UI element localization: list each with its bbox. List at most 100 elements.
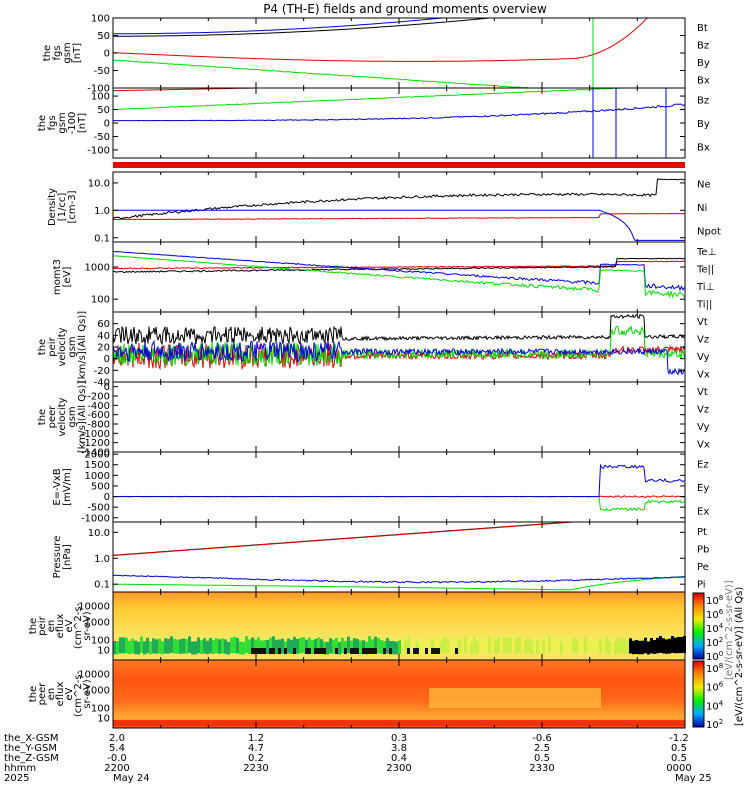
- spectrogram-cell: [644, 637, 647, 654]
- spectrogram-cell: [469, 688, 473, 708]
- series-Te||: [113, 257, 685, 274]
- spectrogram-cell: [401, 640, 404, 655]
- spectrogram-cell: [536, 640, 539, 655]
- panel-frame: [112, 381, 686, 453]
- spectrogram-cell: [389, 720, 393, 726]
- spectrogram-cell: [429, 688, 433, 708]
- spectrogram-cell: [479, 641, 482, 655]
- spectrogram-cell: [477, 720, 481, 726]
- spectrogram-cell: [317, 637, 320, 654]
- series-Npot: [113, 209, 685, 241]
- spectrogram-cell: [461, 688, 465, 708]
- legend-Vz: Vz: [697, 334, 709, 345]
- spectrogram-cell: [662, 638, 665, 654]
- spectrogram-cell: [545, 636, 548, 654]
- spectrogram-cell: [116, 641, 119, 655]
- y-tick-label: 20: [97, 343, 110, 354]
- spectrogram-cell: [650, 637, 653, 654]
- legend-Pe: Pe: [697, 562, 709, 573]
- spectrogram-cell: [578, 638, 581, 654]
- y-axis-label: the peer velocity gsm [km/s](All Qs)]: [37, 381, 88, 453]
- y-axis-label-line: the: [37, 409, 48, 425]
- y-axis-label: E=-VxB [mV/m]: [52, 468, 73, 506]
- spectrogram-cell: [437, 688, 441, 708]
- spectrogram-cell: [608, 640, 611, 655]
- spectrogram-cell: [275, 639, 278, 654]
- series-Ex: [113, 463, 685, 498]
- axis-tick-value: 2230: [243, 763, 268, 774]
- legend-Ey: Ey: [697, 483, 709, 494]
- legend-Te⊥: Te⊥: [696, 247, 716, 258]
- y-tick-label: 0: [104, 49, 110, 60]
- spectrogram-cell: [589, 688, 593, 708]
- spectrogram-cell: [122, 637, 125, 654]
- spectrogram-cell: [141, 720, 145, 726]
- spectrogram-cell: [557, 720, 561, 726]
- panel-frame: [112, 521, 686, 593]
- spectrogram-cell: [549, 720, 553, 726]
- spectrogram-cell: [461, 640, 464, 655]
- spectrogram-cell: [497, 720, 501, 726]
- spectrogram-cell: [515, 637, 518, 654]
- spectrogram-cell: [371, 639, 374, 654]
- spectrogram-cell: [335, 648, 338, 654]
- axis-tick-value: 4.7: [248, 743, 264, 754]
- spectrogram-cell: [129, 720, 133, 726]
- spectrogram-cell: [589, 720, 593, 726]
- legend-Vt: Vt: [697, 387, 708, 398]
- spectrogram-cell: [445, 720, 449, 726]
- spectrogram-cell: [671, 636, 674, 653]
- spectrogram-cell: [465, 720, 469, 726]
- y-tick-label: 10.0: [88, 528, 110, 539]
- spectrogram-cell: [605, 720, 609, 726]
- spectrogram-cell: [188, 636, 191, 653]
- spectrogram-cell: [425, 639, 428, 654]
- spectrogram-cell: [277, 720, 281, 726]
- spectrogram-cell: [617, 720, 621, 726]
- spectrogram-cell: [602, 641, 605, 655]
- y-tick-label: 500: [91, 481, 110, 492]
- axis-row-label: the_Y-GSM: [4, 743, 57, 754]
- spectrogram-cell: [308, 648, 311, 654]
- y-axis-label-line: [nT]: [77, 113, 88, 133]
- spectrogram-cell: [269, 637, 272, 654]
- spectrogram-cell: [313, 720, 317, 726]
- spectrogram-cell: [657, 720, 661, 726]
- spectrogram-cell: [377, 637, 380, 654]
- spectrogram-cell: [437, 720, 441, 726]
- series-By: [113, 59, 540, 88]
- spectrogram-cell: [673, 720, 677, 726]
- spectrogram-cell: [254, 639, 257, 654]
- legend-Pi: Pi: [697, 579, 706, 590]
- spectrogram-cell: [677, 720, 681, 726]
- spectrogram-cell: [548, 636, 551, 653]
- legend-Npot: Npot: [697, 226, 721, 237]
- spectrogram-cell: [659, 636, 662, 653]
- legend-Pb: Pb: [697, 544, 709, 555]
- colorbar-tick-exp: 4: [719, 622, 724, 630]
- spectrogram-cell: [431, 648, 434, 654]
- spectrogram-cell: [293, 636, 296, 654]
- spectrogram-cell: [527, 637, 530, 654]
- series-Ni: [113, 178, 685, 220]
- y-axis-label-line: peer: [37, 682, 48, 706]
- series-Vt: [113, 313, 685, 346]
- spectrogram-cell: [621, 720, 625, 726]
- spectrogram-cell: [365, 720, 369, 726]
- panel-frame: [112, 17, 686, 89]
- y-axis-label: Density [1/cc] [cm-3]: [47, 188, 78, 226]
- series-Bx: [113, 103, 685, 122]
- spectrogram-cell: [565, 688, 569, 708]
- spectrogram-cell: [525, 720, 529, 726]
- figure-title: P4 (TH-E) fields and ground moments over…: [263, 2, 547, 16]
- y-axis-label-line: [nPa]: [62, 544, 73, 570]
- spectrogram-cell: [347, 636, 350, 653]
- spectrogram-cell: [305, 648, 308, 654]
- y-tick-label: 1.0: [94, 554, 110, 565]
- axis-tick-value: 0000: [666, 763, 691, 774]
- y-tick-label: -1000: [81, 429, 110, 440]
- spectrogram-cell: [221, 638, 224, 654]
